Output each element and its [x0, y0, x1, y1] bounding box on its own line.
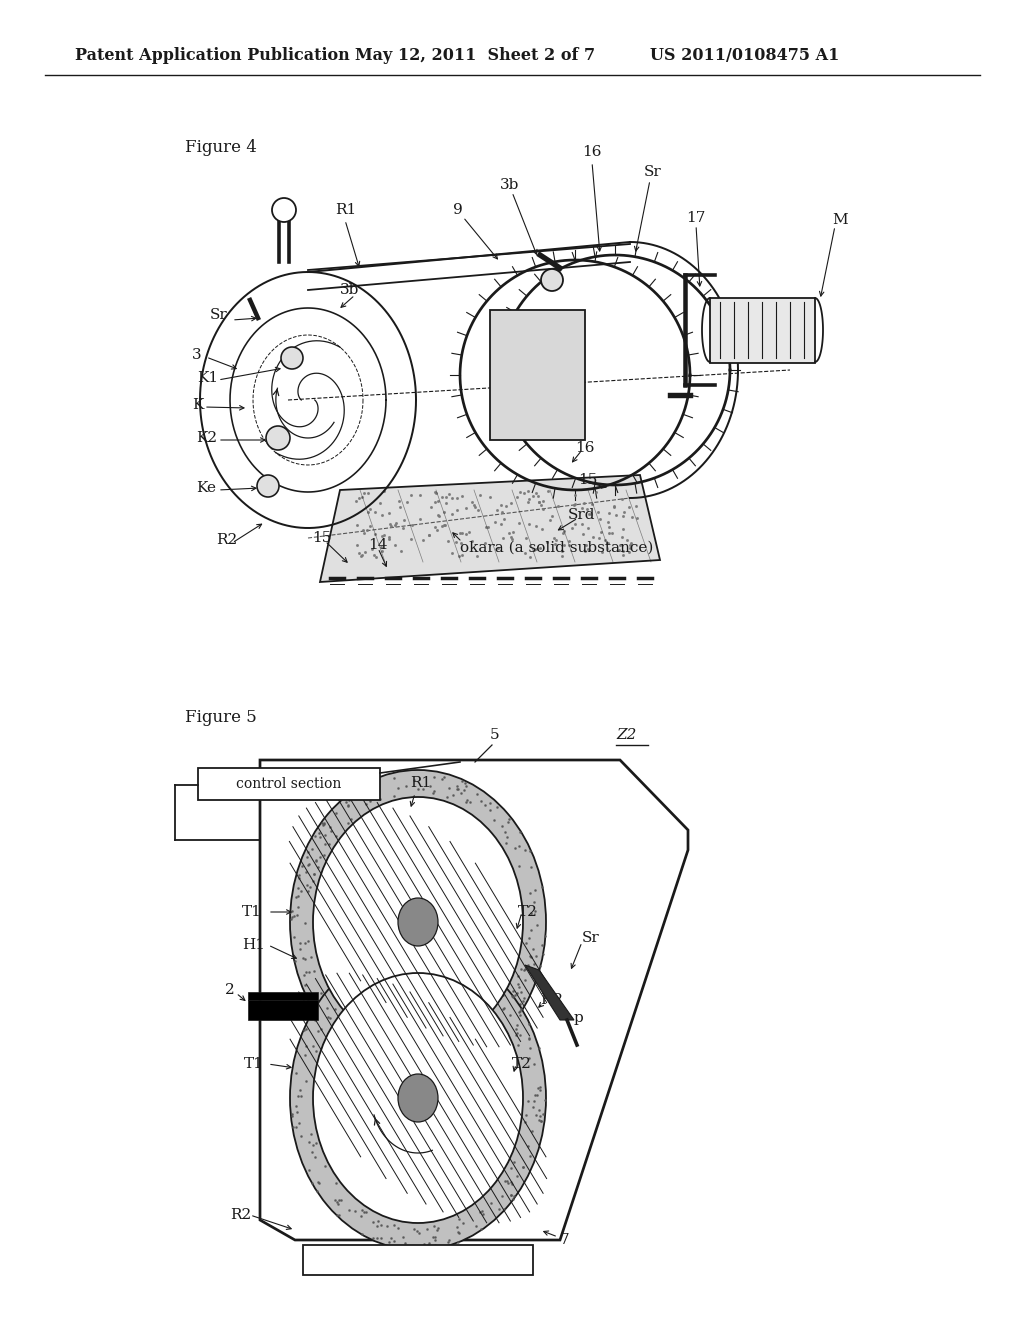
Text: 16: 16: [582, 145, 601, 158]
Text: H2: H2: [540, 993, 563, 1007]
Polygon shape: [260, 760, 688, 1239]
Text: 17: 17: [686, 211, 706, 224]
Polygon shape: [319, 475, 660, 582]
Circle shape: [257, 475, 279, 498]
Text: K2: K2: [196, 432, 217, 445]
Text: Figure 5: Figure 5: [185, 710, 257, 726]
Text: 16: 16: [575, 441, 595, 455]
Text: T2: T2: [512, 1057, 531, 1071]
Text: 9: 9: [453, 203, 463, 216]
Circle shape: [272, 198, 296, 222]
Text: Ke: Ke: [196, 480, 216, 495]
Text: 3b: 3b: [340, 282, 359, 297]
Text: 15: 15: [578, 473, 597, 487]
Text: Z2: Z2: [616, 729, 636, 742]
Bar: [490, 310, 585, 440]
Text: Srd: Srd: [568, 508, 596, 521]
Text: 2: 2: [225, 983, 234, 997]
Text: Sr: Sr: [582, 931, 600, 945]
Text: Patent Application Publication: Patent Application Publication: [75, 46, 350, 63]
Text: H1: H1: [242, 939, 265, 952]
Circle shape: [541, 269, 563, 290]
Text: 5: 5: [490, 729, 500, 742]
Text: R2: R2: [216, 533, 238, 546]
Text: 7: 7: [560, 1233, 569, 1247]
Ellipse shape: [313, 973, 523, 1224]
Ellipse shape: [290, 946, 546, 1250]
Ellipse shape: [290, 770, 546, 1074]
Text: Sr: Sr: [210, 308, 227, 322]
Text: okara (a solid substance): okara (a solid substance): [460, 541, 653, 554]
Bar: [198, 768, 380, 800]
Bar: [303, 1245, 534, 1275]
Text: R2: R2: [230, 1208, 251, 1222]
Bar: [710, 298, 815, 363]
Ellipse shape: [313, 797, 523, 1047]
Text: K: K: [193, 399, 204, 412]
Text: 3b: 3b: [500, 178, 519, 191]
Text: Figure 4: Figure 4: [185, 140, 257, 157]
Bar: [248, 1001, 318, 1020]
Text: 3: 3: [193, 348, 202, 362]
Text: control section: control section: [237, 777, 342, 791]
Text: T2: T2: [518, 906, 538, 919]
Text: US 2011/0108475 A1: US 2011/0108475 A1: [650, 46, 840, 63]
Circle shape: [266, 426, 290, 450]
Text: T1: T1: [242, 906, 262, 919]
Text: Sr: Sr: [644, 165, 662, 180]
Text: 15: 15: [312, 531, 332, 545]
Text: R1: R1: [335, 203, 356, 216]
Circle shape: [281, 347, 303, 370]
Text: p: p: [574, 1011, 584, 1026]
Ellipse shape: [398, 898, 438, 946]
Ellipse shape: [398, 1074, 438, 1122]
Text: 14: 14: [368, 539, 387, 552]
Text: May 12, 2011  Sheet 2 of 7: May 12, 2011 Sheet 2 of 7: [355, 46, 595, 63]
Text: K1: K1: [197, 371, 218, 385]
Text: R1: R1: [410, 776, 431, 789]
Text: M: M: [831, 213, 848, 227]
Polygon shape: [525, 965, 574, 1020]
Bar: [248, 993, 318, 1001]
Text: T1: T1: [244, 1057, 264, 1071]
